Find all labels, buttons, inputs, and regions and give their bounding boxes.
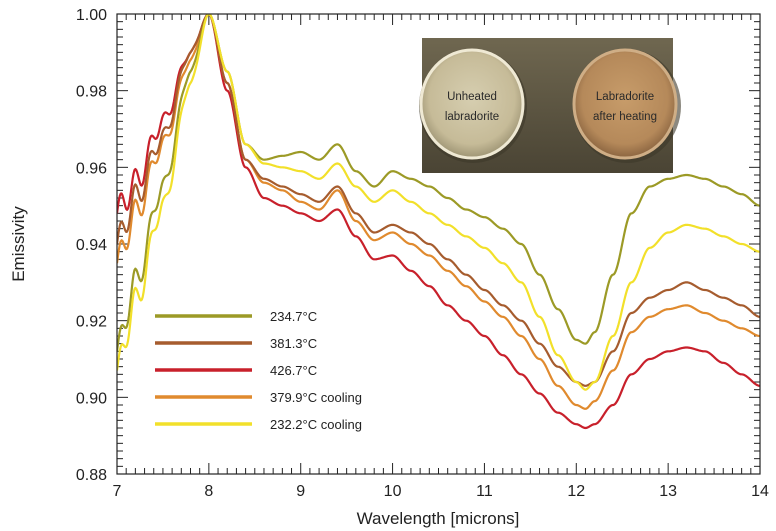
legend-label: 379.9°C cooling	[270, 390, 362, 405]
series-line	[117, 14, 760, 391]
x-tick-label: 8	[204, 483, 213, 500]
x-tick-label: 13	[659, 483, 677, 500]
x-tick-label: 7	[113, 483, 122, 500]
axis-ticks	[116, 13, 761, 475]
unheated-label-line2: labradorite	[445, 111, 499, 123]
unheated-sample-disk	[419, 48, 525, 160]
y-tick-label: 0.94	[76, 237, 107, 254]
y-tick-label: 0.98	[76, 84, 107, 101]
legend-label: 426.7°C	[270, 363, 317, 378]
series-line	[117, 14, 760, 430]
series-line	[117, 14, 760, 387]
x-tick-label: 12	[567, 483, 585, 500]
y-tick-label: 0.90	[76, 390, 107, 407]
legend-label: 232.2°C cooling	[270, 417, 362, 432]
y-tick-label: 0.96	[76, 160, 107, 177]
x-tick-label: 9	[296, 483, 305, 500]
heated-label-line2: after heating	[593, 111, 657, 123]
unheated-label-line1: Unheated	[447, 91, 497, 103]
y-tick-label: 0.88	[76, 467, 107, 484]
series-lines	[117, 14, 760, 430]
legend: 234.7°C 381.3°C 426.7°C 379.9°C cooling 232.…	[155, 309, 362, 432]
y-tick-label: 0.92	[76, 314, 107, 331]
x-tick-label: 10	[384, 483, 402, 500]
legend-label: 234.7°C	[270, 309, 317, 324]
x-tick-label: 14	[751, 483, 769, 500]
y-tick-label: 1.00	[76, 7, 107, 24]
inset-photo: Unheated labradorite Labradorite after h…	[419, 38, 681, 173]
plot-frame	[116, 13, 761, 475]
legend-label: 381.3°C	[270, 336, 317, 351]
heated-label-line1: Labradorite	[596, 91, 654, 103]
heated-sample-disk	[572, 48, 678, 160]
x-axis-label: Wavelength [microns]	[357, 509, 520, 528]
axis-tick-labels: 7 8 9 10 11 12 13 14 0.88 0.90 0.92 0.94 0.96 0.98 1.0…	[76, 7, 769, 500]
x-tick-label: 11	[476, 483, 493, 500]
y-axis-label: Emissivity	[9, 206, 28, 282]
